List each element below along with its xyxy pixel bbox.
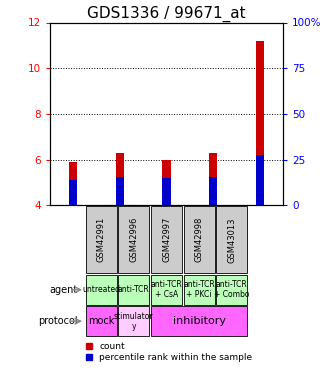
Bar: [116, 153, 124, 206]
Bar: [86, 206, 117, 273]
Text: GSM42991: GSM42991: [97, 217, 106, 262]
Bar: [162, 160, 171, 206]
Text: untreated: untreated: [82, 285, 120, 294]
Bar: [209, 153, 217, 206]
Text: anti-TCR
+ Combo: anti-TCR + Combo: [214, 280, 249, 300]
Text: GSM42996: GSM42996: [129, 217, 139, 262]
Bar: [162, 178, 171, 206]
Bar: [116, 177, 124, 206]
Bar: [69, 180, 78, 206]
Text: agent: agent: [50, 285, 78, 295]
Bar: [216, 206, 247, 273]
Bar: [151, 206, 182, 273]
Bar: [183, 275, 215, 304]
Bar: [151, 306, 247, 336]
Text: GSM42998: GSM42998: [194, 217, 204, 262]
Text: GSM42997: GSM42997: [162, 217, 171, 262]
Bar: [69, 162, 78, 206]
Bar: [209, 177, 217, 206]
Text: protocol: protocol: [38, 316, 78, 326]
Legend: count, percentile rank within the sample: count, percentile rank within the sample: [85, 342, 253, 363]
Bar: [118, 306, 150, 336]
Text: stimulator
y: stimulator y: [114, 312, 154, 331]
Text: anti-TCR
+ CsA: anti-TCR + CsA: [151, 280, 182, 300]
Bar: [86, 275, 117, 304]
Bar: [255, 41, 264, 206]
Bar: [86, 306, 117, 336]
Bar: [151, 275, 182, 304]
Bar: [118, 275, 150, 304]
Bar: [216, 275, 247, 304]
Title: GDS1336 / 99671_at: GDS1336 / 99671_at: [87, 6, 246, 22]
Text: inhibitory: inhibitory: [172, 316, 226, 326]
Text: anti-TCR: anti-TCR: [118, 285, 150, 294]
Text: mock: mock: [88, 316, 115, 326]
Bar: [118, 206, 150, 273]
Text: GSM43013: GSM43013: [227, 217, 236, 262]
Text: anti-TCR
+ PKCi: anti-TCR + PKCi: [183, 280, 215, 300]
Bar: [183, 206, 215, 273]
Bar: [255, 155, 264, 206]
